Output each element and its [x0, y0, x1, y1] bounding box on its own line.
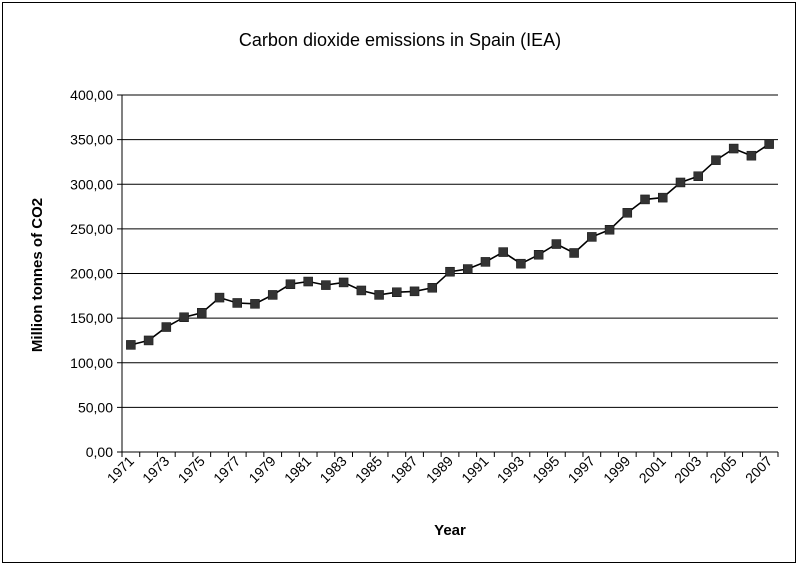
data-point: [126, 340, 136, 350]
y-tick-label: 300,00: [70, 176, 113, 192]
y-tick-label: 400,00: [70, 87, 113, 103]
x-tick-label: 2001: [636, 453, 669, 486]
data-point: [533, 250, 544, 260]
data-point: [551, 239, 562, 249]
x-tick-label: 1991: [458, 453, 491, 486]
data-point: [392, 287, 402, 297]
data-point: [232, 298, 242, 308]
axes: [121, 95, 779, 457]
data-point: [569, 248, 579, 258]
x-tick-label: 2007: [742, 453, 775, 486]
series: [126, 139, 774, 350]
x-tick-label: 1993: [494, 453, 527, 486]
x-tick-labels: 1971 1973 1975 1977 1979 1981 1983 1985 1987 1989…: [104, 453, 776, 486]
data-point: [409, 286, 420, 297]
x-tick-label: 1997: [565, 453, 598, 486]
x-tick-label: 1977: [210, 453, 243, 486]
x-tick-label: 1979: [245, 453, 278, 486]
data-point: [143, 335, 154, 346]
data-point: [197, 308, 207, 318]
y-tick-label: 0,00: [86, 444, 113, 460]
data-point: [462, 264, 473, 274]
y-tick-label: 50,00: [78, 399, 113, 415]
x-axis-title: Year: [434, 522, 466, 539]
data-point: [746, 150, 757, 161]
data-point: [587, 232, 597, 242]
x-tick-label: 1973: [139, 453, 172, 486]
data-point: [374, 290, 384, 300]
x-tick-label: 1989: [423, 453, 456, 486]
data-point: [161, 322, 172, 332]
data-point: [711, 155, 721, 165]
x-tick-label: 1995: [529, 453, 562, 486]
data-point: [214, 292, 225, 303]
y-tick-label: 100,00: [70, 355, 113, 371]
data-point: [250, 299, 260, 309]
data-point: [179, 312, 189, 322]
data-point: [427, 283, 438, 293]
data-point: [445, 266, 455, 277]
series-line: [130, 143, 770, 346]
data-point: [267, 290, 278, 300]
data-point: [338, 277, 349, 288]
chart-title: Carbon dioxide emissions in Spain (IEA): [239, 30, 561, 50]
data-point: [764, 139, 774, 149]
data-point: [356, 285, 367, 296]
gridlines: [117, 94, 778, 453]
data-point: [321, 280, 331, 290]
data-point: [285, 279, 296, 289]
data-point: [480, 257, 491, 267]
x-tick-label: 2003: [671, 453, 704, 486]
y-tick-label: 150,00: [70, 310, 113, 326]
y-tick-label: 250,00: [70, 221, 113, 237]
x-tick-label: 1985: [352, 453, 385, 486]
data-point: [658, 192, 668, 203]
data-point: [498, 247, 508, 257]
x-tick-label: 1987: [387, 453, 420, 486]
y-tick-label: 350,00: [70, 132, 113, 148]
y-axis-title: Million tonnes of CO2: [29, 198, 46, 352]
x-tick-label: 1981: [281, 453, 314, 486]
data-point: [693, 171, 703, 181]
data-point: [303, 276, 313, 287]
data-point: [622, 208, 633, 218]
y-tick-labels: 0,00 50,00 100,00 150,00 200,00 250,00 300,00 3…: [70, 87, 113, 460]
x-tick-label: 1975: [175, 453, 208, 486]
data-point: [640, 194, 650, 205]
data-point: [516, 258, 526, 269]
y-tick-label: 200,00: [70, 266, 113, 282]
x-tick-label: 2005: [706, 453, 739, 486]
x-tick-label: 1999: [600, 453, 633, 486]
x-tick-label: 1983: [316, 453, 349, 486]
data-point: [728, 143, 739, 154]
data-point: [675, 177, 686, 188]
data-point: [604, 225, 615, 235]
